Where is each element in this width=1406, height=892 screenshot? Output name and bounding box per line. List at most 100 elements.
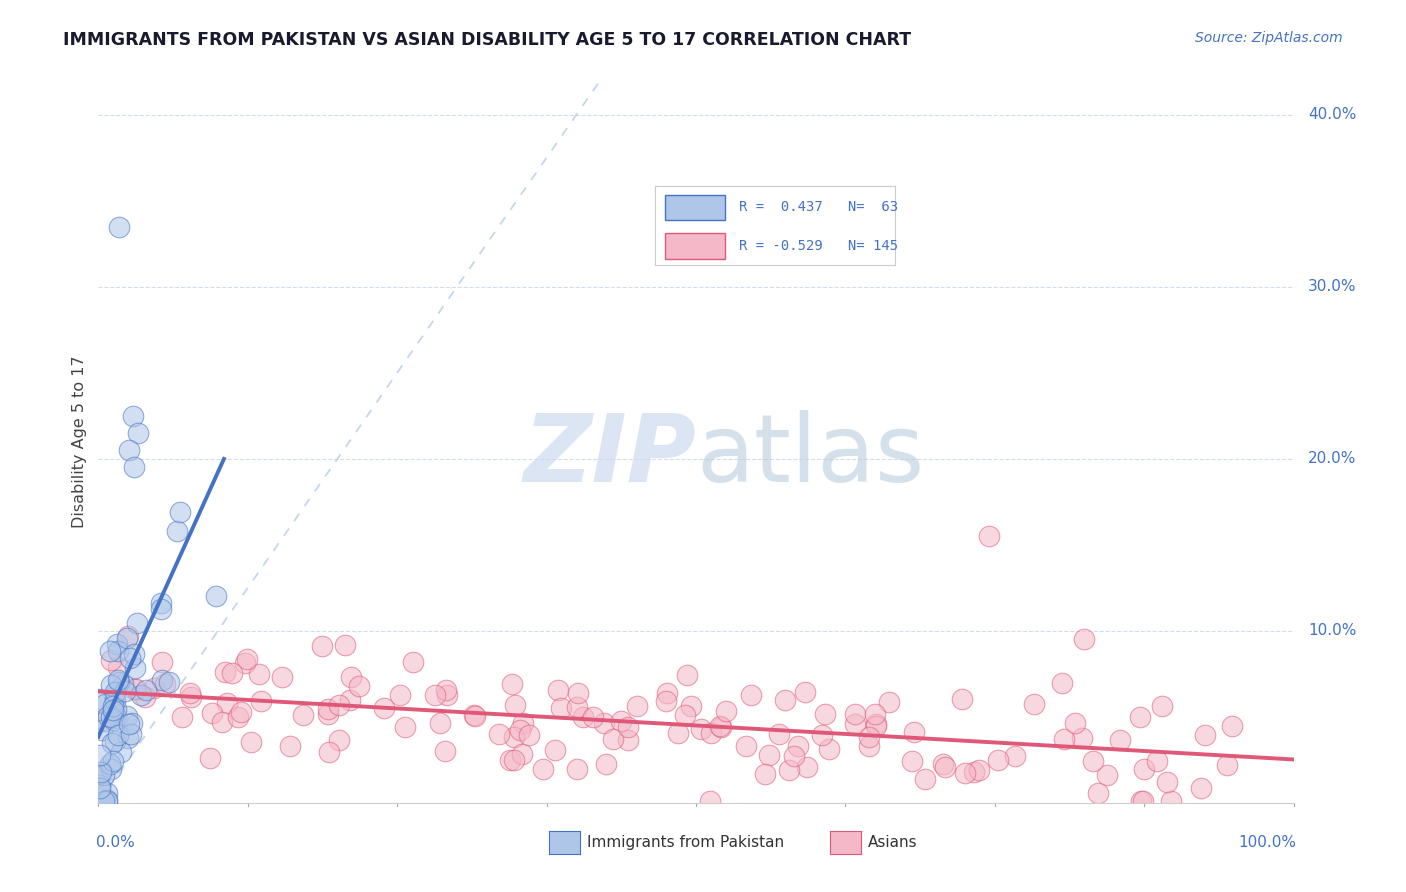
Point bbox=[96, 786, 118, 800]
Point bbox=[231, 705, 253, 719]
Point bbox=[118, 443, 141, 458]
Point bbox=[105, 701, 128, 715]
Point bbox=[122, 409, 145, 423]
Point bbox=[977, 529, 1000, 543]
Point bbox=[814, 706, 837, 721]
Point bbox=[169, 505, 191, 519]
Text: R = -0.529   N= 145: R = -0.529 N= 145 bbox=[740, 239, 898, 253]
Point bbox=[734, 739, 756, 753]
Point bbox=[512, 715, 534, 730]
Point bbox=[550, 701, 572, 715]
Point bbox=[433, 744, 456, 758]
Point bbox=[166, 524, 188, 538]
Point bbox=[1129, 709, 1152, 723]
Point bbox=[699, 794, 721, 808]
Bar bbox=[665, 234, 724, 259]
Point bbox=[100, 710, 122, 724]
Point bbox=[97, 708, 120, 723]
Point bbox=[517, 728, 540, 742]
Point bbox=[104, 734, 127, 748]
Point bbox=[464, 709, 486, 723]
Point bbox=[278, 739, 301, 753]
Point bbox=[709, 719, 731, 733]
Point bbox=[773, 693, 796, 707]
Point bbox=[963, 764, 986, 779]
Point bbox=[425, 688, 447, 702]
Point bbox=[124, 661, 146, 675]
Point bbox=[93, 714, 115, 728]
Point bbox=[567, 699, 589, 714]
Point bbox=[1150, 698, 1173, 713]
Point bbox=[89, 766, 111, 780]
Point bbox=[953, 765, 976, 780]
Point bbox=[117, 709, 139, 723]
Point bbox=[93, 794, 115, 808]
Point bbox=[89, 780, 111, 795]
Point bbox=[103, 689, 125, 703]
Point bbox=[107, 659, 129, 673]
Point bbox=[389, 688, 412, 702]
Point bbox=[903, 725, 925, 739]
Point bbox=[700, 726, 723, 740]
Point bbox=[1189, 781, 1212, 796]
Point bbox=[89, 778, 111, 792]
Point bbox=[463, 707, 485, 722]
Point bbox=[502, 730, 524, 744]
Point bbox=[796, 760, 818, 774]
Point bbox=[967, 763, 990, 777]
Point bbox=[150, 673, 173, 687]
Point bbox=[117, 716, 139, 731]
Point bbox=[247, 667, 270, 681]
Point bbox=[1156, 775, 1178, 789]
Point bbox=[844, 706, 866, 721]
Point bbox=[510, 747, 533, 761]
Point bbox=[105, 637, 128, 651]
Point bbox=[503, 698, 526, 712]
Point bbox=[863, 707, 886, 722]
Point bbox=[1070, 731, 1092, 745]
Point bbox=[531, 763, 554, 777]
Point bbox=[96, 792, 118, 806]
Point bbox=[768, 727, 790, 741]
Point bbox=[107, 643, 129, 657]
Point bbox=[754, 767, 776, 781]
Point bbox=[349, 679, 371, 693]
Point bbox=[250, 694, 273, 708]
Point bbox=[547, 683, 569, 698]
Point bbox=[150, 596, 173, 610]
Point bbox=[858, 731, 880, 745]
Point bbox=[794, 685, 817, 699]
Point bbox=[107, 673, 129, 687]
Point bbox=[676, 668, 699, 682]
Text: ZIP: ZIP bbox=[523, 410, 696, 502]
Point bbox=[117, 731, 139, 745]
Point bbox=[118, 650, 141, 665]
Point bbox=[89, 747, 111, 762]
Point bbox=[666, 725, 689, 739]
Point bbox=[179, 686, 201, 700]
Point bbox=[311, 639, 333, 653]
Text: atlas: atlas bbox=[696, 410, 924, 502]
Point bbox=[142, 681, 165, 695]
Point bbox=[865, 719, 887, 733]
Point bbox=[114, 683, 136, 698]
Point bbox=[316, 701, 339, 715]
Text: 100.0%: 100.0% bbox=[1237, 835, 1296, 850]
Text: Immigrants from Pakistan: Immigrants from Pakistan bbox=[588, 836, 785, 850]
Point bbox=[221, 665, 243, 680]
Point bbox=[103, 713, 125, 727]
Point bbox=[89, 692, 111, 706]
Point bbox=[200, 706, 222, 720]
Point bbox=[101, 699, 124, 714]
Point bbox=[1109, 733, 1132, 747]
Point bbox=[110, 745, 132, 759]
Point bbox=[544, 743, 567, 757]
Point bbox=[228, 709, 250, 723]
Point bbox=[690, 722, 713, 736]
Point bbox=[333, 638, 356, 652]
Point bbox=[1073, 632, 1095, 647]
Point bbox=[626, 699, 648, 714]
Point bbox=[292, 707, 315, 722]
Text: 10.0%: 10.0% bbox=[1308, 624, 1357, 639]
Text: 40.0%: 40.0% bbox=[1308, 107, 1357, 122]
